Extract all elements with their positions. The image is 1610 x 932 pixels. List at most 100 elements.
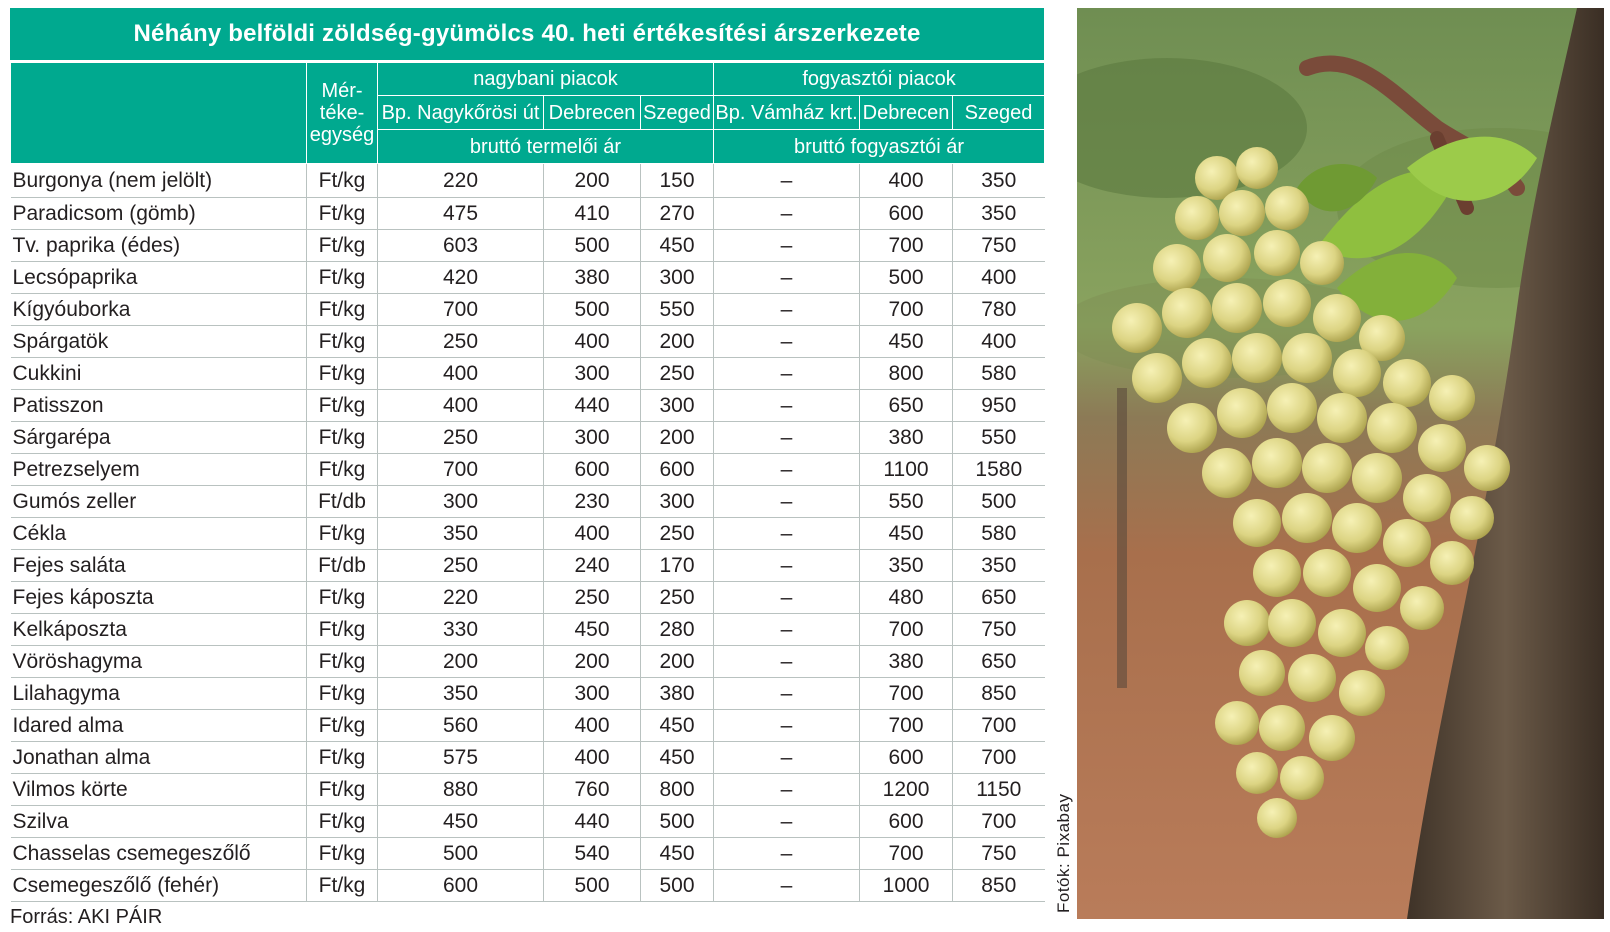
- price-cell: 300: [640, 261, 715, 294]
- product-name: Vöröshagyma: [10, 645, 307, 678]
- product-name: Fejes saláta: [10, 549, 307, 582]
- header-wholesale-markets: nagybani piacok: [376, 62, 715, 96]
- table-row: Cukkini Ft/kg 400 300 250–800 580: [10, 357, 1045, 390]
- table-row: Gumós zeller Ft/db 300 230 300–550 500: [10, 485, 1045, 518]
- price-cell: –: [713, 613, 861, 646]
- price-cell: 800: [859, 357, 954, 390]
- price-cell: –: [713, 549, 861, 582]
- price-cell: 500: [377, 837, 544, 870]
- table-row: Fejes káposzta Ft/kg 220 250 250–480 650: [10, 581, 1045, 614]
- unit-cell: Ft/kg: [306, 741, 378, 774]
- header-col-consumer-budapest: Bp. Vámház krt.: [713, 95, 861, 130]
- source-note: Forrás: AKI PÁIR: [10, 906, 163, 928]
- price-cell: 250: [640, 357, 715, 390]
- price-cell: 200: [377, 645, 544, 678]
- price-cell: 410: [543, 197, 641, 230]
- table-title: Néhány belföldi zöldség-gyümölcs 40. het…: [10, 8, 1044, 60]
- unit-cell: Ft/kg: [306, 645, 378, 678]
- unit-cell: Ft/kg: [306, 453, 378, 486]
- unit-cell: Ft/kg: [306, 581, 378, 614]
- unit-cell: Ft/kg: [306, 613, 378, 646]
- price-cell: –: [713, 293, 861, 326]
- price-cell: –: [713, 453, 861, 486]
- unit-cell: Ft/kg: [306, 261, 378, 294]
- grape-photo: [1077, 8, 1604, 919]
- price-cell: 400: [377, 389, 544, 422]
- price-cell: 600: [543, 453, 641, 486]
- product-name: Kelkáposzta: [10, 613, 307, 646]
- header-unit: Mér- téke- egység: [306, 62, 378, 164]
- price-cell: –: [713, 389, 861, 422]
- photo-credit: Fotók: Pixabay: [1054, 793, 1073, 913]
- price-cell: 400: [543, 517, 641, 550]
- price-cell: –: [713, 517, 861, 550]
- price-cell: 220: [377, 581, 544, 614]
- product-name: Sárgarépa: [10, 421, 307, 454]
- price-cell: –: [713, 677, 861, 710]
- header-col-wholesale-debrecen: Debrecen: [543, 95, 641, 130]
- table-row: Burgonya (nem jelölt) Ft/kg 220 200 150–400 3…: [10, 163, 1045, 198]
- price-cell: 880: [377, 773, 544, 806]
- unit-cell: Ft/kg: [306, 197, 378, 230]
- table-row: Szilva Ft/kg 450 440 500–600 700: [10, 805, 1045, 838]
- price-cell: –: [713, 709, 861, 742]
- unit-cell: Ft/kg: [306, 389, 378, 422]
- price-cell: 603: [377, 229, 544, 262]
- price-cell: 380: [859, 645, 954, 678]
- price-cell: 550: [952, 421, 1045, 454]
- price-cell: 380: [640, 677, 715, 710]
- price-cell: 400: [952, 261, 1045, 294]
- price-cell: 575: [377, 741, 544, 774]
- header-col-consumer-szeged: Szeged: [952, 95, 1046, 130]
- product-name: Csemegeszőlő (fehér): [10, 869, 307, 902]
- price-cell: 500: [543, 229, 641, 262]
- unit-cell: Ft/kg: [306, 677, 378, 710]
- price-cell: 350: [859, 549, 954, 582]
- table-row: Jonathan alma Ft/kg 575 400 450–600 700: [10, 741, 1045, 774]
- product-name: Cékla: [10, 517, 307, 550]
- price-cell: 450: [859, 325, 954, 358]
- price-cell: 1000: [859, 869, 954, 902]
- table-row: Chasselas csemegeszőlő Ft/kg 500 540 450–700…: [10, 837, 1045, 870]
- price-cell: 700: [859, 613, 954, 646]
- price-cell: 350: [377, 517, 544, 550]
- price-cell: 280: [640, 613, 715, 646]
- price-cell: 500: [543, 293, 641, 326]
- price-cell: 200: [640, 421, 715, 454]
- price-cell: 500: [952, 485, 1045, 518]
- unit-cell: Ft/kg: [306, 805, 378, 838]
- price-cell: 450: [377, 805, 544, 838]
- price-cell: 600: [377, 869, 544, 902]
- unit-cell: Ft/kg: [306, 421, 378, 454]
- table-row: Patisszon Ft/kg 400 440 300–650 950: [10, 389, 1045, 422]
- product-name: Spárgatök: [10, 325, 307, 358]
- price-cell: 1200: [859, 773, 954, 806]
- price-cell: 650: [859, 389, 954, 422]
- price-cell: 700: [859, 293, 954, 326]
- price-cell: 700: [952, 709, 1045, 742]
- price-cell: 700: [952, 741, 1045, 774]
- header-wholesale-price-type: bruttó termelői ár: [376, 129, 715, 164]
- unit-cell: Ft/kg: [306, 773, 378, 806]
- price-cell: 500: [640, 805, 715, 838]
- price-cell: 200: [543, 163, 641, 198]
- table-row: Tv. paprika (édes) Ft/kg 603 500 450–700 750: [10, 229, 1045, 262]
- product-name: Idared alma: [10, 709, 307, 742]
- price-cell: –: [713, 163, 861, 198]
- price-cell: 500: [543, 869, 641, 902]
- price-cell: 500: [859, 261, 954, 294]
- price-cell: 300: [640, 389, 715, 422]
- price-cell: 250: [640, 517, 715, 550]
- price-cell: 700: [952, 805, 1045, 838]
- unit-cell: Ft/kg: [306, 163, 378, 198]
- price-cell: 350: [377, 677, 544, 710]
- price-cell: 550: [640, 293, 715, 326]
- price-cell: 400: [952, 325, 1045, 358]
- price-cell: 700: [377, 293, 544, 326]
- product-name: Lilahagyma: [10, 677, 307, 710]
- header-col-wholesale-budapest: Bp. Nagykőrösi út: [377, 95, 544, 130]
- price-cell: 760: [543, 773, 641, 806]
- table-row: Spárgatök Ft/kg 250 400 200–450 400: [10, 325, 1045, 358]
- price-cell: 150: [640, 163, 715, 198]
- table-row: Vilmos körte Ft/kg 880 760 800–1200 1150: [10, 773, 1045, 806]
